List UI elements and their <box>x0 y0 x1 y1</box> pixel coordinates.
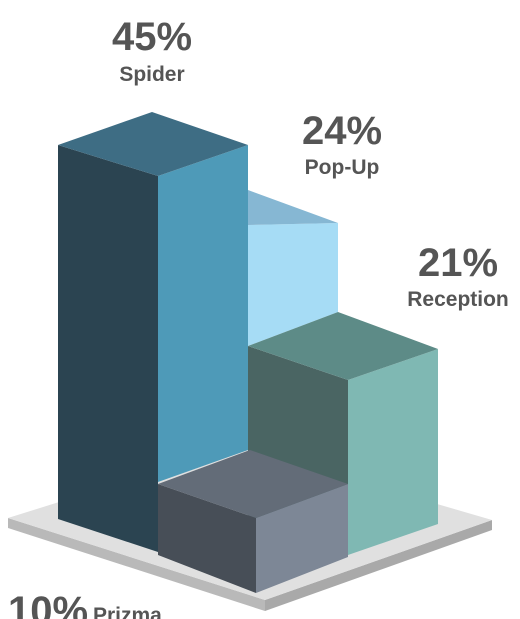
bar-reception-top-face <box>248 312 438 380</box>
bar-prizma-top-face <box>158 450 348 518</box>
value-label-popup: 24% <box>302 109 382 153</box>
value-label-prizma: 10% <box>8 589 88 619</box>
platform-front-left <box>8 518 265 611</box>
bar-prizma-left-face <box>158 484 256 593</box>
bar-prizma-right-face <box>256 484 348 593</box>
bar-reception-right-face <box>348 349 438 555</box>
platform-front-right <box>265 520 492 611</box>
bar-spider-left-face <box>58 145 158 552</box>
bar-popup-top-face <box>248 190 338 225</box>
category-label-prizma: Prizma <box>93 604 162 619</box>
bar-spider <box>58 112 248 552</box>
bar-popup-right-face <box>248 223 338 346</box>
bar-prizma <box>158 450 348 593</box>
bar-spider-right-face <box>158 145 248 482</box>
category-label-reception: Reception <box>407 288 509 311</box>
category-label-popup: Pop-Up <box>305 156 380 179</box>
value-label-spider: 45% <box>112 15 192 59</box>
value-label-reception: 21% <box>418 241 498 285</box>
category-label-spider: Spider <box>119 63 184 86</box>
bar-popup <box>248 190 338 346</box>
bar-spider-top-face <box>58 112 248 176</box>
